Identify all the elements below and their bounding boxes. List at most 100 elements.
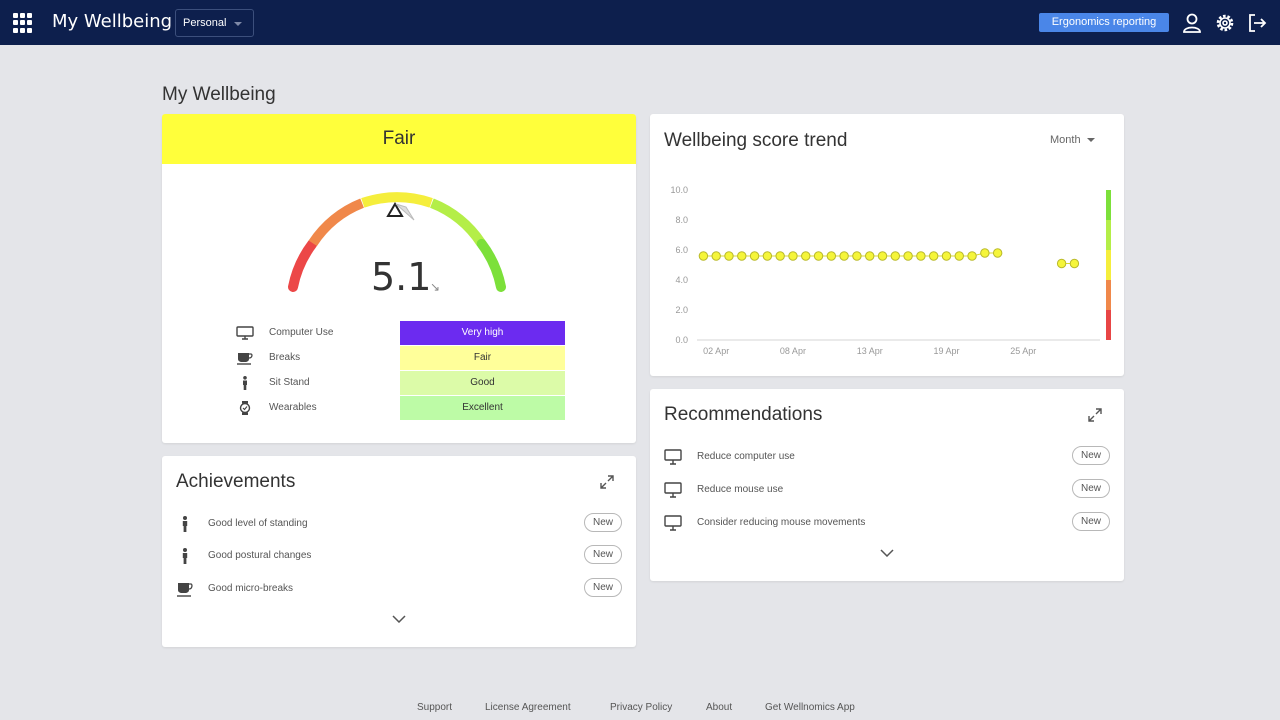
ergonomics-reporting-button[interactable]: Ergonomics reporting [1039, 13, 1169, 32]
metric-status-pill: Excellent [400, 396, 565, 420]
apps-grid-icon[interactable] [13, 13, 33, 33]
y-tick-label: 4.0 [675, 275, 688, 285]
score-trend-card: Wellbeing score trend Month 0.0 2.0 4.0 6.0… [650, 114, 1124, 376]
footer-link-about[interactable]: About [706, 702, 733, 713]
y-tick-label: 10.0 [670, 185, 688, 195]
data-point [839, 251, 849, 261]
wellbeing-score-card: Fair 5.1 ↘ Computer Use Very high Breaks… [162, 114, 636, 443]
footer: Support License Agreement Privacy Policy… [0, 702, 1280, 716]
data-point [1056, 258, 1067, 269]
achievement-item[interactable]: Good postural changes New [176, 545, 622, 567]
recommendation-label: Reduce mouse use [697, 484, 784, 495]
x-tick-label: 02 Apr [703, 346, 729, 356]
data-point [890, 251, 901, 261]
recommendations-card: Recommendations Reduce computer use New … [650, 389, 1124, 581]
new-badge: New [1072, 479, 1110, 498]
data-point [826, 251, 837, 261]
logout-icon[interactable] [1246, 12, 1268, 34]
metric-label: Breaks [269, 352, 301, 363]
standing-person-icon [182, 548, 188, 564]
recommendation-label: Reduce computer use [697, 451, 795, 462]
metric-status-pill: Fair [400, 346, 565, 370]
trend-chart: 0.0 2.0 4.0 6.0 8.0 10.0 02 Apr 08 Apr 13 Apr 19 … [670, 185, 1111, 356]
achievement-label: Good micro-breaks [208, 583, 294, 594]
recommendation-item[interactable]: Reduce computer use New [664, 446, 1110, 468]
coffee-cup-icon [237, 353, 253, 365]
achievements-title: Achievements [176, 471, 296, 492]
achievement-item[interactable]: Good micro-breaks New [176, 578, 622, 600]
metric-status-pill: Good [400, 371, 565, 395]
color-scale-segment [1106, 280, 1111, 310]
app-title: My Wellbeing [52, 11, 173, 32]
top-navbar: My Wellbeing Personal Ergonomics reporti… [0, 0, 1280, 45]
chevron-down-icon[interactable] [392, 615, 406, 623]
context-dropdown[interactable]: Personal [175, 9, 254, 37]
data-point [967, 251, 977, 261]
monitor-icon [664, 482, 682, 498]
footer-link-license-agreement[interactable]: License Agreement [485, 702, 571, 713]
recommendation-item[interactable]: Reduce mouse use New [664, 479, 1110, 501]
settings-gear-icon[interactable] [1214, 12, 1236, 34]
recommendation-item[interactable]: Consider reducing mouse movements New [664, 512, 1110, 534]
monitor-icon [664, 449, 682, 465]
x-tick-label: 13 Apr [857, 346, 883, 356]
score-gauge [288, 192, 506, 292]
period-dropdown[interactable]: Month [1050, 134, 1095, 146]
color-scale-segment [1106, 190, 1111, 220]
data-point [941, 251, 952, 261]
metric-label: Computer Use [269, 327, 334, 338]
color-scale-segment [1106, 310, 1111, 340]
expand-icon[interactable] [1087, 407, 1103, 423]
data-point [916, 251, 926, 261]
data-point [788, 251, 798, 261]
page-title: My Wellbeing [162, 84, 276, 105]
user-icon[interactable] [1181, 12, 1203, 34]
footer-link-get-app[interactable]: Get Wellnomics App [765, 702, 855, 713]
data-point [928, 251, 939, 261]
standing-person-icon [243, 376, 247, 390]
metric-label: Sit Stand [269, 377, 310, 388]
monitor-icon [664, 515, 682, 531]
achievements-card: Achievements Good level of standing New … [162, 456, 636, 647]
color-scale-segment [1106, 220, 1111, 250]
footer-link-support[interactable]: Support [417, 702, 453, 713]
standing-person-icon [182, 516, 188, 532]
data-point [801, 251, 811, 261]
y-tick-label: 0.0 [675, 335, 688, 345]
data-point [852, 251, 862, 261]
recommendation-label: Consider reducing mouse movements [697, 517, 866, 528]
metric-row-computer-use: Computer Use Very high [236, 321, 566, 346]
chevron-down-icon[interactable] [880, 549, 894, 557]
data-point [698, 251, 709, 261]
y-tick-label: 8.0 [675, 215, 688, 225]
recommendations-title: Recommendations [664, 404, 823, 425]
trend-card-title: Wellbeing score trend [664, 130, 848, 151]
data-point [762, 251, 773, 261]
footer-link-privacy-policy[interactable]: Privacy Policy [610, 702, 673, 713]
achievement-item[interactable]: Good level of standing New [176, 513, 622, 535]
color-scale-segment [1106, 250, 1111, 280]
new-badge: New [1072, 446, 1110, 465]
x-tick-label: 25 Apr [1010, 346, 1036, 356]
context-dropdown-value: Personal [183, 17, 227, 29]
metric-row-wearables: Wearables Excellent [236, 396, 566, 421]
expand-icon[interactable] [599, 474, 615, 490]
metric-label: Wearables [269, 402, 317, 413]
data-point [711, 251, 721, 261]
data-point [877, 251, 888, 261]
data-point [903, 251, 913, 261]
metric-status-pill: Very high [400, 321, 565, 345]
x-tick-label: 08 Apr [780, 346, 806, 356]
new-badge: New [584, 578, 622, 597]
new-badge: New [584, 513, 622, 532]
new-badge: New [1072, 512, 1110, 531]
data-point [954, 251, 964, 261]
series-line [703, 252, 998, 257]
x-tick-label: 19 Apr [933, 346, 959, 356]
score-value: 5.1 [371, 255, 432, 299]
data-point [737, 251, 747, 261]
data-point [775, 251, 785, 261]
data-point [992, 248, 1003, 258]
data-point [724, 251, 734, 261]
trend-down-arrow-icon: ↘ [430, 280, 441, 294]
